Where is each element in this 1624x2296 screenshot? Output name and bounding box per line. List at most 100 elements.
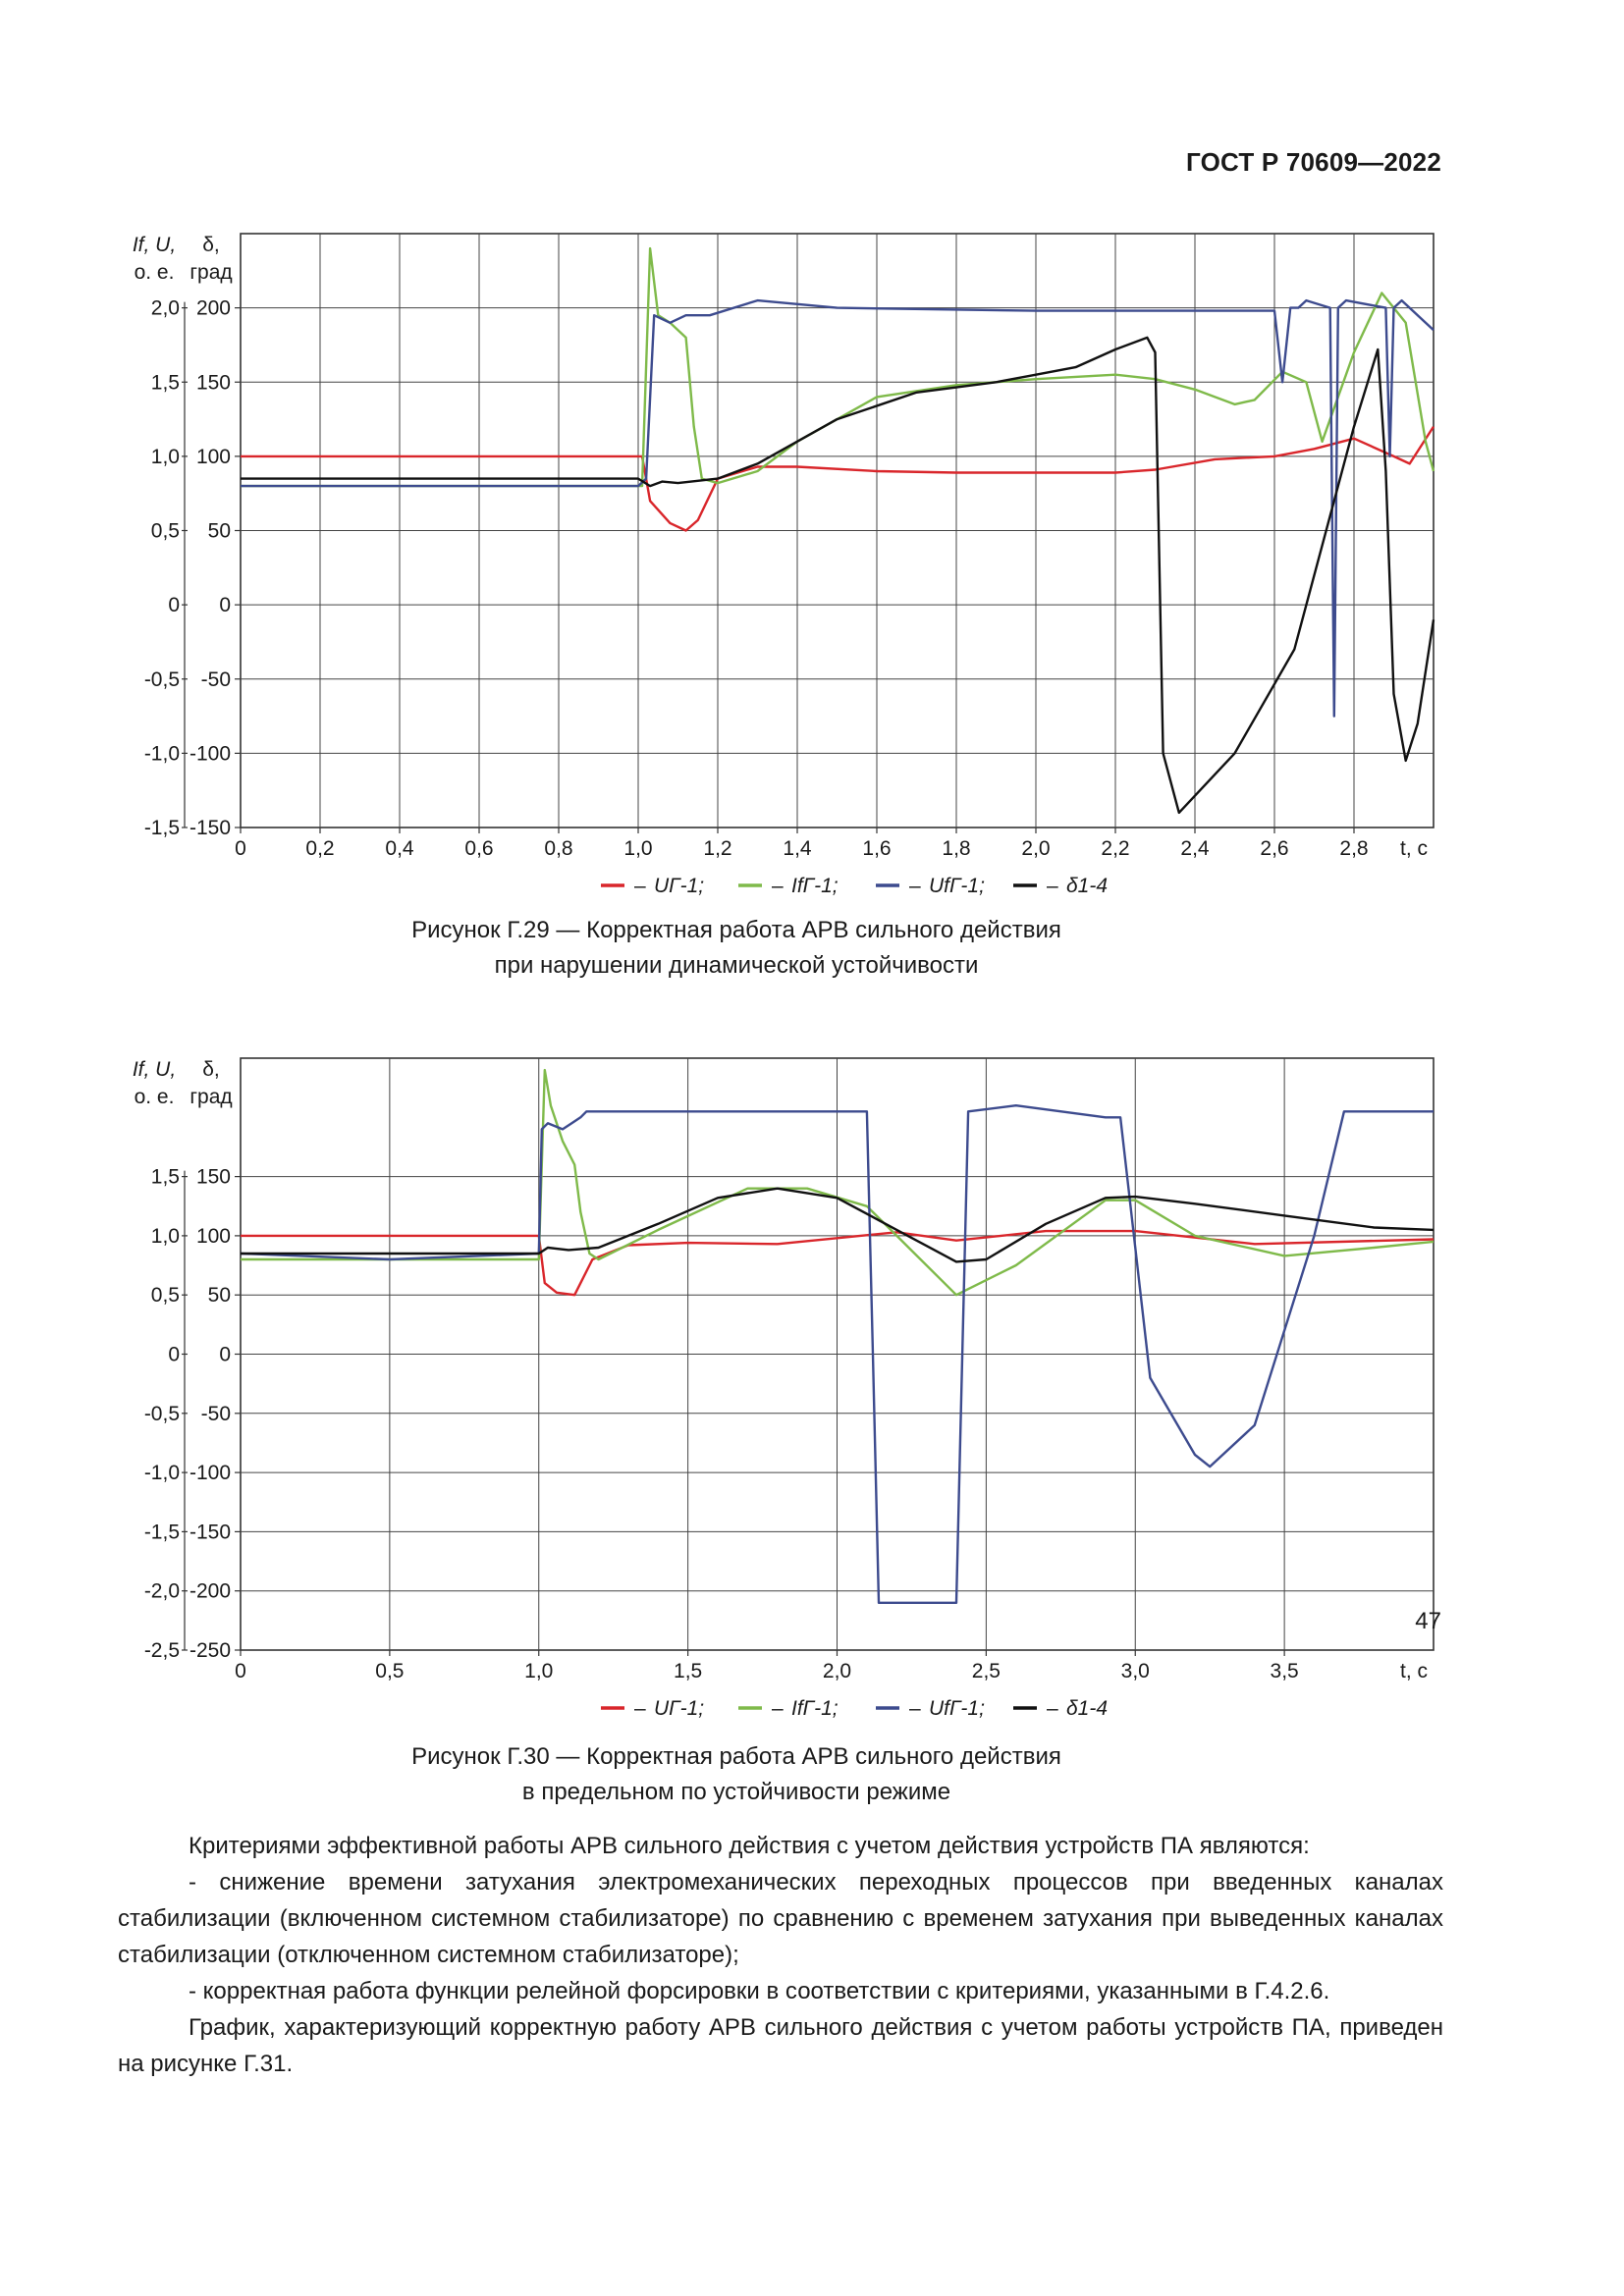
figure-chart-2: 0 0,5 1,0 1,5 2,0 2,5 3,0 3,5 t, с 150 100 50 0 -50 -1… — [133, 1057, 1435, 1720]
legend-label: δ1-4 — [1066, 1697, 1108, 1720]
figure-chart-1: 0 0,2 0,4 0,6 0,8 1,0 1,2 1,4 1,6 1,8 2,0 2,2 2,4 2,6… — [133, 233, 1435, 897]
y-tick-label-pu: 0 — [168, 594, 180, 616]
y-tick-label-pu: -1,5 — [144, 1521, 180, 1543]
y-tick-label-pu: 1,0 — [151, 446, 180, 468]
x-tick-label: 0,4 — [385, 837, 414, 860]
x-tick-label: 3,0 — [1121, 1660, 1150, 1682]
right-axis-unit: град — [189, 1086, 232, 1108]
x-tick-label: 2,6 — [1260, 837, 1288, 860]
y-tick-label-pu: 1,5 — [151, 371, 180, 394]
legend-label: UfГ-1; — [929, 1697, 985, 1720]
caption-2-line-2: в предельном по устойчивости режиме — [521, 1779, 951, 1805]
legend-label: IfГ-1; — [791, 1697, 839, 1720]
figure-caption-1: Рисунок Г.29 — Корректная работа АРВ сил… — [0, 913, 1473, 984]
series-line — [241, 336, 1435, 815]
x-tick-label: 2,0 — [1021, 837, 1050, 860]
paragraph: График, характеризующий корректную работ… — [118, 2014, 1443, 2077]
document-header: ГОСТ Р 70609—2022 — [1186, 147, 1441, 177]
x-tick-label: 2,2 — [1101, 837, 1129, 860]
legend-dash: – — [909, 875, 921, 897]
right-axis-unit: град — [189, 261, 232, 284]
y-tick-label-pu: -1,5 — [144, 817, 180, 839]
y-tick-label-deg: 100 — [196, 446, 231, 468]
y-tick-label-pu: 1,0 — [151, 1225, 180, 1248]
body-text: Критериями эффективной работы АРВ сильно… — [118, 1828, 1443, 2082]
y-tick-label-deg: 0 — [219, 594, 231, 616]
series-line — [241, 1187, 1435, 1263]
y-tick-label-pu: -0,5 — [144, 1403, 180, 1425]
caption-1-line-2: при нарушении динамической устойчивости — [494, 952, 979, 979]
x-tick-label: 1,0 — [623, 837, 652, 860]
x-tick-label: 2,5 — [972, 1660, 1001, 1682]
y-tick-label-pu: 0,5 — [151, 520, 180, 543]
legend-dash: – — [634, 875, 646, 897]
x-tick-label: 3,5 — [1271, 1660, 1299, 1682]
series-line — [241, 298, 1435, 718]
legend-label: UГ-1; — [654, 1697, 704, 1720]
x-tick-label: 2,4 — [1180, 837, 1210, 860]
y-tick-label-deg: -250 — [189, 1639, 231, 1662]
y-tick-label-deg: 200 — [196, 297, 231, 320]
y-tick-label-pu: 0 — [168, 1344, 180, 1366]
x-tick-label: 1,0 — [524, 1660, 553, 1682]
legend-dash: – — [1047, 875, 1058, 897]
legend-dash: – — [909, 1697, 921, 1720]
x-tick-label: 1,2 — [703, 837, 731, 860]
legend-label: UfГ-1; — [929, 875, 985, 897]
y-tick-label-pu: -0,5 — [144, 668, 180, 691]
paragraph: - корректная работа функции релейной фор… — [189, 1978, 1330, 2004]
x-tick-label: 0 — [235, 1660, 246, 1682]
y-tick-label-deg: 50 — [208, 1284, 231, 1307]
y-tick-label-deg: -200 — [189, 1580, 231, 1603]
y-tick-label-deg: 100 — [196, 1225, 231, 1248]
x-tick-label: 0 — [235, 837, 246, 860]
y-tick-label-deg: -50 — [201, 668, 231, 691]
series-line — [241, 246, 1435, 488]
x-tick-label: 0,2 — [305, 837, 334, 860]
legend-dash: – — [634, 1697, 646, 1720]
legend-label: δ1-4 — [1066, 875, 1108, 897]
y-tick-label-pu: 2,0 — [151, 297, 180, 320]
right-axis-title: δ, — [202, 234, 220, 256]
y-tick-label-deg: -100 — [189, 1462, 231, 1484]
x-tick-label: 1,6 — [862, 837, 891, 860]
y-tick-label-pu: -1,0 — [144, 1462, 180, 1484]
y-tick-label-pu: -1,0 — [144, 742, 180, 765]
x-tick-label: 1,8 — [942, 837, 970, 860]
left-axis-unit: о. е. — [135, 1086, 175, 1108]
x-tick-label: 2,8 — [1339, 837, 1368, 860]
x-tick-label: 0,5 — [375, 1660, 404, 1682]
y-tick-label-deg: 150 — [196, 371, 231, 394]
right-axis-title: δ, — [202, 1058, 220, 1081]
page-number: 47 — [1415, 1608, 1441, 1634]
series-line — [241, 425, 1435, 532]
x-tick-label: 1,4 — [783, 837, 812, 860]
legend-label: UГ-1; — [654, 875, 704, 897]
legend-dash: – — [772, 1697, 784, 1720]
legend-dash: – — [1047, 1697, 1058, 1720]
x-tick-label: 2,0 — [823, 1660, 851, 1682]
y-tick-label-deg: -150 — [189, 1521, 231, 1543]
y-tick-label-pu: 0,5 — [151, 1284, 180, 1307]
series-line — [241, 1229, 1435, 1297]
left-axis-title: If, U, — [133, 1058, 176, 1081]
series-line — [240, 1103, 1434, 1605]
x-tick-label: 0,8 — [544, 837, 572, 860]
paragraph: - снижение времени затухания электромеха… — [118, 1869, 1443, 1968]
x-tick-label: 0,6 — [464, 837, 493, 860]
y-tick-label-pu: -2,5 — [144, 1639, 180, 1662]
legend-dash: – — [772, 875, 784, 897]
left-axis-title: If, U, — [133, 234, 176, 256]
x-tick-label: 1,5 — [674, 1660, 702, 1682]
caption-2-line-1: Рисунок Г.30 — Корректная работа АРВ сил… — [411, 1743, 1061, 1770]
y-tick-label-deg: -150 — [189, 817, 231, 839]
paragraph: Критериями эффективной работы АРВ сильно… — [189, 1833, 1310, 1859]
y-tick-label-pu: 1,5 — [151, 1166, 180, 1189]
x-axis-label: t, с — [1400, 1660, 1428, 1682]
caption-1-line-1: Рисунок Г.29 — Корректная работа АРВ сил… — [411, 917, 1061, 943]
y-tick-label-deg: -100 — [189, 742, 231, 765]
left-axis-unit: о. е. — [135, 261, 175, 284]
x-axis-label: t, с — [1400, 837, 1428, 860]
y-tick-label-pu: -2,0 — [144, 1580, 180, 1603]
y-tick-label-deg: 0 — [219, 1344, 231, 1366]
